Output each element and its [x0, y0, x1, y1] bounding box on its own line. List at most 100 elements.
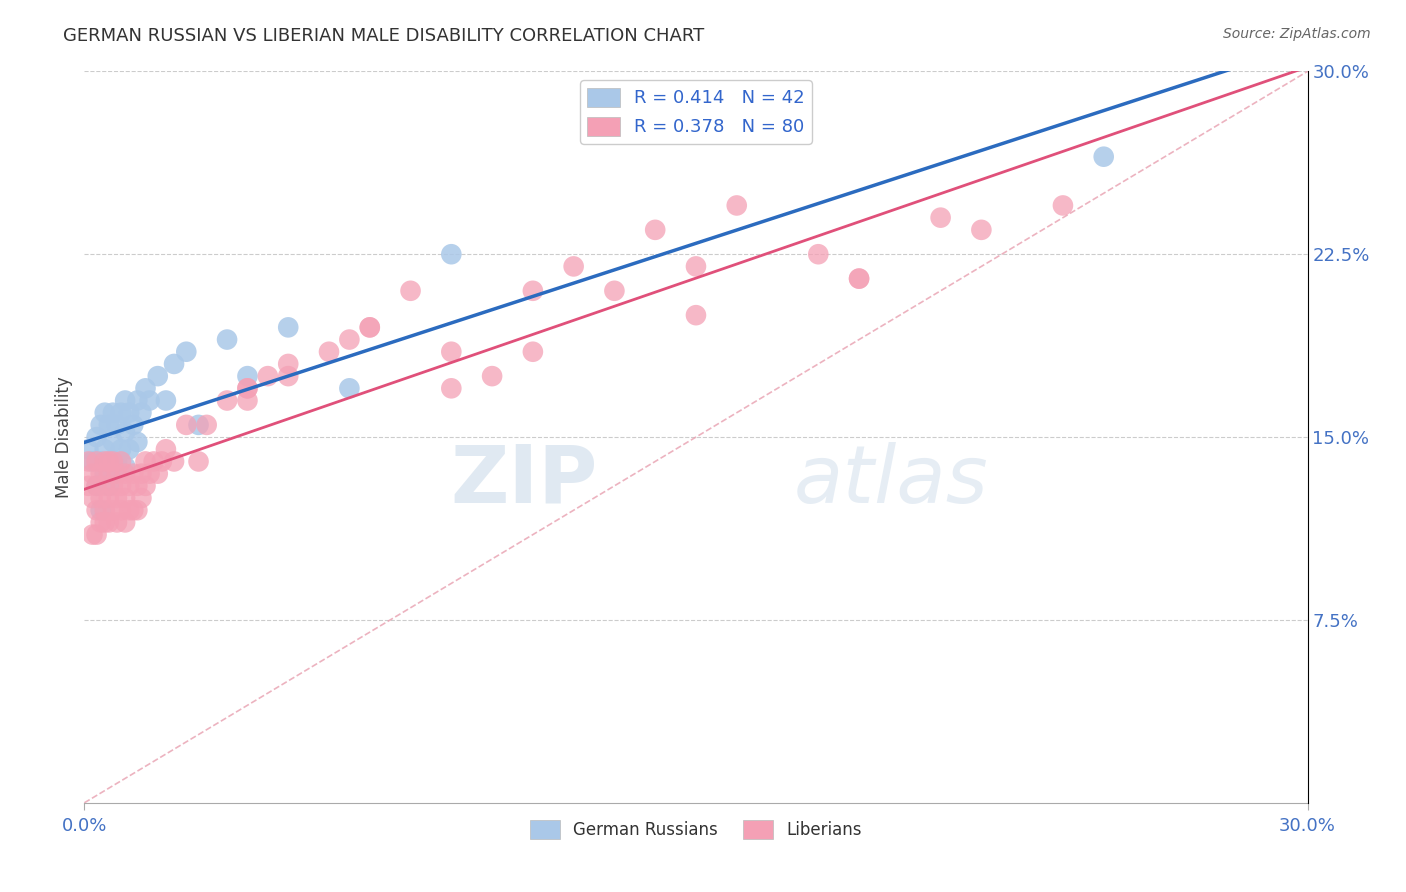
Point — [110, 503, 132, 517]
Point — [685, 308, 707, 322]
Point — [93, 503, 115, 517]
Point — [97, 479, 120, 493]
Point — [138, 467, 160, 481]
Point — [110, 442, 132, 457]
Point — [90, 454, 112, 468]
Point — [90, 491, 112, 505]
Point — [114, 516, 136, 530]
Point — [122, 467, 145, 481]
Point — [440, 247, 463, 261]
Point — [155, 393, 177, 408]
Point — [150, 454, 173, 468]
Point — [277, 320, 299, 334]
Point — [163, 454, 186, 468]
Point — [163, 357, 186, 371]
Point — [339, 381, 361, 395]
Point — [142, 454, 165, 468]
Point — [86, 479, 108, 493]
Point — [101, 406, 124, 420]
Point — [146, 467, 169, 481]
Point — [118, 406, 141, 420]
Point — [90, 503, 112, 517]
Point — [359, 320, 381, 334]
Point — [82, 467, 104, 481]
Point — [155, 442, 177, 457]
Point — [929, 211, 952, 225]
Point — [174, 344, 197, 359]
Point — [86, 527, 108, 541]
Point — [82, 454, 104, 468]
Point — [127, 434, 149, 449]
Point — [101, 503, 124, 517]
Point — [131, 467, 153, 481]
Point — [277, 357, 299, 371]
Point — [101, 467, 124, 481]
Point — [105, 467, 128, 481]
Point — [522, 284, 544, 298]
Point — [86, 503, 108, 517]
Point — [135, 454, 157, 468]
Point — [110, 454, 132, 468]
Point — [77, 479, 100, 493]
Point — [359, 320, 381, 334]
Point — [399, 284, 422, 298]
Point — [114, 459, 136, 474]
Text: Source: ZipAtlas.com: Source: ZipAtlas.com — [1223, 27, 1371, 41]
Point — [86, 479, 108, 493]
Point — [277, 369, 299, 384]
Point — [105, 516, 128, 530]
Point — [105, 454, 128, 468]
Point — [217, 333, 239, 347]
Point — [90, 467, 112, 481]
Point — [114, 467, 136, 481]
Point — [127, 503, 149, 517]
Y-axis label: Male Disability: Male Disability — [55, 376, 73, 498]
Point — [146, 369, 169, 384]
Point — [1092, 150, 1115, 164]
Point — [131, 491, 153, 505]
Point — [848, 271, 870, 285]
Point — [236, 393, 259, 408]
Point — [440, 381, 463, 395]
Point — [174, 417, 197, 432]
Point — [93, 406, 115, 420]
Point — [101, 434, 124, 449]
Point — [603, 284, 626, 298]
Point — [97, 491, 120, 505]
Legend: German Russians, Liberians: German Russians, Liberians — [523, 814, 869, 846]
Point — [93, 454, 115, 468]
Point — [848, 271, 870, 285]
Point — [138, 393, 160, 408]
Point — [93, 467, 115, 481]
Point — [481, 369, 503, 384]
Point — [644, 223, 666, 237]
Point — [236, 381, 259, 395]
Point — [77, 442, 100, 457]
Point — [110, 406, 132, 420]
Point — [101, 454, 124, 468]
Point — [127, 479, 149, 493]
Point — [114, 425, 136, 440]
Point — [105, 417, 128, 432]
Point — [82, 527, 104, 541]
Point — [685, 260, 707, 274]
Point — [97, 454, 120, 468]
Point — [127, 393, 149, 408]
Point — [236, 381, 259, 395]
Point — [187, 454, 209, 468]
Point — [725, 198, 748, 212]
Point — [93, 442, 115, 457]
Point — [217, 393, 239, 408]
Point — [562, 260, 585, 274]
Point — [97, 417, 120, 432]
Point — [93, 516, 115, 530]
Point — [339, 333, 361, 347]
Point — [101, 479, 124, 493]
Point — [522, 344, 544, 359]
Point — [86, 454, 108, 468]
Point — [236, 369, 259, 384]
Point — [110, 479, 132, 493]
Point — [118, 442, 141, 457]
Point — [195, 417, 218, 432]
Point — [105, 491, 128, 505]
